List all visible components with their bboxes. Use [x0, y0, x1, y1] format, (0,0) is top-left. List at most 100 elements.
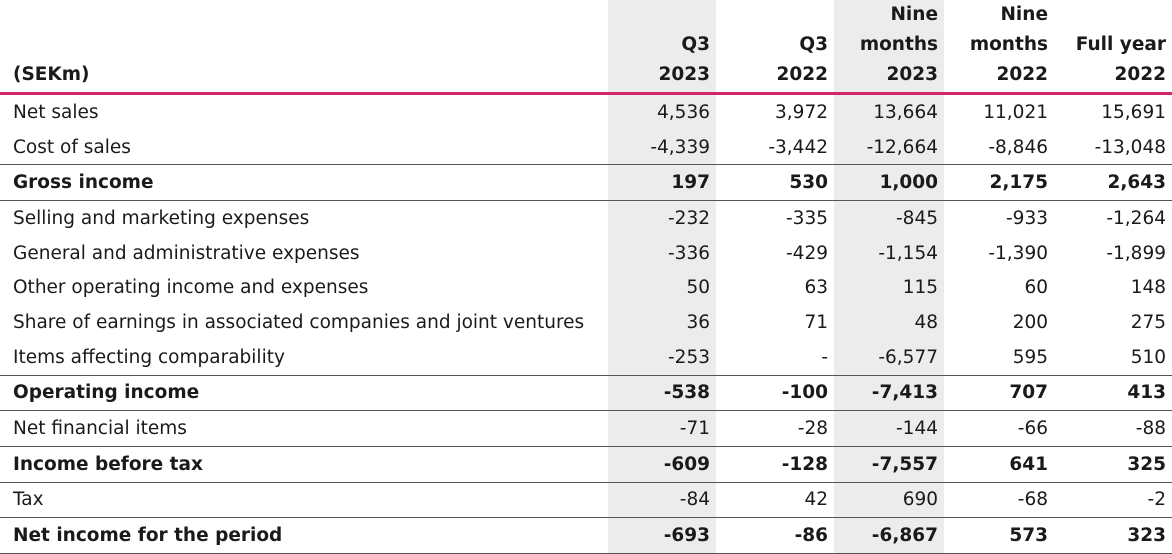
table-row: Net income for the period -693 -86 -6,867 57… [0, 517, 1172, 554]
cell-value: 530 [716, 164, 834, 202]
header-line: Q3 [799, 34, 828, 55]
cell-value: -6,867 [834, 517, 944, 554]
table-row: Net sales 4,536 3,972 13,664 11,021 15,691 [0, 93, 1172, 130]
cell-value: -253 [608, 339, 716, 375]
cell-value: -933 [1006, 207, 1048, 229]
column-header: Nine months 2023 [834, 0, 944, 95]
cell-value: 641 [944, 445, 1054, 483]
cell-value: -335 [786, 207, 828, 229]
table-row: Income before tax -609 -128 -7,557 641 325 [0, 445, 1172, 483]
row-label: Income before tax [0, 445, 608, 483]
table-row: Operating income -538 -100 -7,413 707 413 [0, 374, 1172, 412]
cell-value: -429 [786, 242, 828, 264]
cell-value: -538 [608, 374, 716, 412]
cell-value: 3,972 [775, 101, 828, 123]
header-line: 2023 [886, 64, 939, 85]
row-label: Other operating income and expenses [13, 277, 369, 299]
cell-value: -336 [608, 235, 716, 271]
cell-value: 13,664 [834, 93, 944, 130]
cell-value: -6,577 [834, 339, 944, 375]
row-label: Net financial items [13, 418, 187, 440]
header-row: (SEKm) Q3 2023 Q3 2022 Nine months 2023 Nine mont… [0, 0, 1172, 95]
cell-value: -8,846 [988, 136, 1048, 158]
header-line: Nine [1000, 4, 1048, 25]
cell-value: -12,664 [834, 129, 944, 165]
cell-value: 11,021 [983, 101, 1048, 123]
table-row: Gross income 197 530 1,000 2,175 2,643 [0, 164, 1172, 202]
cell-value: -845 [834, 200, 944, 236]
column-header: Full year 2022 [1054, 0, 1172, 95]
cell-value: 115 [834, 270, 944, 306]
cell-value: -28 [797, 418, 828, 440]
cell-value: -71 [608, 410, 716, 447]
cell-value: 573 [944, 517, 1054, 554]
cell-value: 275 [1130, 311, 1166, 333]
cell-value: 48 [834, 305, 944, 340]
cell-value: 595 [1012, 346, 1048, 368]
header-line: Q3 [681, 34, 710, 55]
row-label: Net income for the period [0, 517, 608, 554]
row-label: Share of earnings in associated companie… [13, 311, 585, 333]
row-label: Tax [13, 489, 44, 511]
cell-value: 4,536 [608, 93, 716, 130]
cell-value: 60 [1024, 277, 1048, 299]
cell-value: -84 [608, 482, 716, 518]
table-row: Items affecting comparability -253 - -6,577… [0, 339, 1172, 375]
cell-value: -3,442 [768, 136, 828, 158]
cell-value: -144 [834, 410, 944, 447]
cell-value: -7,413 [834, 374, 944, 412]
column-header: Nine months 2022 [944, 0, 1054, 95]
cell-value: 413 [1054, 374, 1172, 412]
cell-value: 707 [944, 374, 1054, 412]
row-label: General and administrative expenses [13, 242, 360, 264]
cell-value: 50 [608, 270, 716, 306]
unit-label: (SEKm) [0, 0, 608, 95]
row-label: Net sales [13, 101, 99, 123]
table-row: Net financial items -71 -28 -144 -66 -88 [0, 410, 1172, 447]
column-header: Q3 2022 [716, 0, 834, 95]
cell-value: -13,048 [1094, 136, 1166, 158]
cell-value: 36 [608, 305, 716, 340]
cell-value: -1,264 [1106, 207, 1166, 229]
cell-value: 690 [834, 482, 944, 518]
cell-value: 323 [1054, 517, 1172, 554]
header-line: Full year [1075, 34, 1166, 55]
row-label: Cost of sales [13, 136, 131, 158]
cell-value: -128 [716, 445, 834, 483]
cell-value: -88 [1135, 418, 1166, 440]
cell-value: 15,691 [1101, 101, 1166, 123]
cell-value: 197 [608, 164, 716, 202]
row-label: Operating income [0, 374, 608, 412]
table-row: Tax -84 42 690 -68 -2 [0, 482, 1172, 518]
cell-value: 1,000 [834, 164, 944, 202]
cell-value: 42 [804, 489, 828, 511]
cell-value: 2,643 [1054, 164, 1172, 202]
column-header: Q3 2023 [608, 0, 716, 95]
cell-value: -1,899 [1106, 242, 1166, 264]
row-label: Gross income [0, 164, 608, 202]
table-body: Net sales 4,536 3,972 13,664 11,021 15,691 Cos… [0, 93, 1172, 554]
cell-value: -4,339 [608, 129, 716, 165]
cell-value: -66 [1017, 418, 1048, 440]
cell-value: -1,154 [834, 235, 944, 271]
header-line: 2022 [996, 64, 1049, 85]
cell-value: 2,175 [944, 164, 1054, 202]
table-row: Share of earnings in associated companie… [0, 305, 1172, 340]
cell-value: -232 [608, 200, 716, 236]
table-row: Other operating income and expenses 50 63 1… [0, 270, 1172, 306]
cell-value: -693 [608, 517, 716, 554]
header-line: Nine [890, 4, 938, 25]
cell-value: 71 [804, 311, 828, 333]
table-row: General and administrative expenses -336 -… [0, 235, 1172, 271]
cell-value: 148 [1130, 277, 1166, 299]
cell-value: -2 [1147, 489, 1166, 511]
table-row: Cost of sales -4,339 -3,442 -12,664 -8,846 -1… [0, 129, 1172, 165]
row-label: Items affecting comparability [13, 346, 285, 368]
cell-value: 510 [1130, 346, 1166, 368]
header-line: months [859, 34, 938, 55]
cell-value: - [821, 346, 828, 368]
header-line: months [969, 34, 1048, 55]
cell-value: 200 [1012, 311, 1048, 333]
